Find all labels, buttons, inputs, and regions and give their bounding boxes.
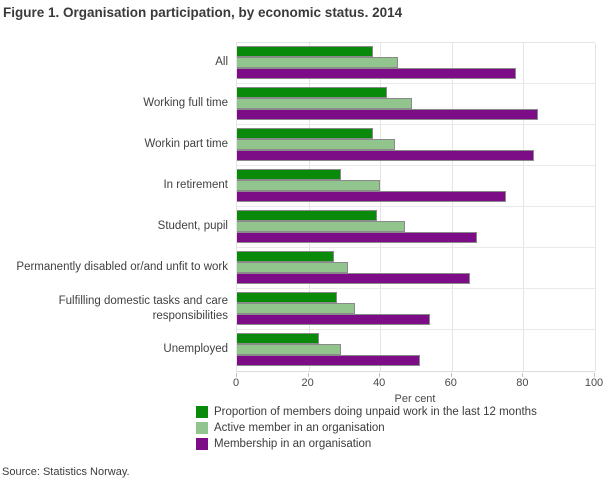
legend-swatch-icon bbox=[196, 406, 208, 418]
bar bbox=[237, 87, 388, 98]
axis-tick-label: 80 bbox=[516, 377, 529, 389]
gridline bbox=[308, 43, 310, 371]
category-label: Working full time bbox=[143, 97, 228, 110]
axis-tick bbox=[307, 373, 309, 377]
bar-group bbox=[237, 248, 595, 289]
axis-tick-label: 40 bbox=[373, 377, 386, 389]
category-label: All bbox=[215, 56, 228, 69]
bar-group bbox=[237, 166, 595, 207]
legend-item: Active member in an organisation bbox=[196, 422, 537, 434]
category-label: In retirement bbox=[163, 179, 228, 192]
bar bbox=[237, 98, 413, 109]
bar bbox=[237, 128, 374, 139]
category-label: Fulfilling domestic tasks and care respo… bbox=[58, 295, 228, 322]
legend-item: Membership in an organisation bbox=[196, 438, 537, 450]
category-label: Permanently disabled or/and unfit to wor… bbox=[16, 261, 228, 274]
legend: Proportion of members doing unpaid work … bbox=[196, 406, 537, 450]
bar bbox=[237, 251, 334, 262]
axis-tick-label: 20 bbox=[301, 377, 314, 389]
chart-title: Figure 1. Organisation participation, by… bbox=[3, 5, 403, 20]
axis-tick bbox=[379, 373, 381, 377]
bar-group bbox=[237, 43, 595, 84]
legend-swatch-icon bbox=[196, 438, 208, 450]
axis-tick bbox=[594, 373, 595, 377]
source-note: Source: Statistics Norway. bbox=[2, 466, 130, 478]
bar bbox=[237, 262, 348, 273]
bar bbox=[237, 180, 381, 191]
bar bbox=[237, 303, 356, 314]
bar bbox=[237, 355, 420, 366]
bar-chart: All Working full time Workin part time In r… bbox=[0, 42, 603, 405]
plot-wrap: 0 20 40 60 80 100 Per cent bbox=[232, 42, 603, 405]
bar bbox=[237, 57, 399, 68]
x-axis-title: Per cent bbox=[394, 393, 436, 405]
gridline bbox=[451, 43, 453, 371]
category-label: Unemployed bbox=[163, 343, 228, 356]
legend-item: Proportion of members doing unpaid work … bbox=[196, 406, 537, 418]
gridline bbox=[380, 43, 382, 371]
legend-swatch-icon bbox=[196, 422, 208, 434]
bar-group bbox=[237, 207, 595, 248]
category-labels: All Working full time Workin part time In r… bbox=[0, 42, 230, 405]
bar bbox=[237, 139, 395, 150]
axis-tick-label: 60 bbox=[444, 377, 457, 389]
bar bbox=[237, 169, 341, 180]
axis-tick-label: 100 bbox=[584, 377, 604, 389]
bar bbox=[237, 333, 320, 344]
bar-group bbox=[237, 125, 595, 166]
bar bbox=[237, 232, 477, 243]
bar bbox=[237, 109, 538, 120]
gridline bbox=[523, 43, 525, 371]
bar bbox=[237, 292, 338, 303]
category-label: Student, pupil bbox=[157, 220, 228, 233]
legend-label: Active member in an organisation bbox=[214, 422, 385, 434]
axis-tick bbox=[522, 373, 524, 377]
bar bbox=[237, 150, 535, 161]
bar bbox=[237, 273, 470, 284]
bar bbox=[237, 314, 431, 325]
gridline bbox=[595, 43, 596, 371]
x-axis: 0 20 40 60 80 100 bbox=[232, 373, 603, 391]
bar bbox=[237, 68, 517, 79]
bar bbox=[237, 210, 377, 221]
bar-rows bbox=[237, 43, 595, 371]
bar bbox=[237, 46, 374, 57]
bar-group bbox=[237, 330, 595, 371]
axis-tick bbox=[236, 373, 237, 377]
category-label: Workin part time bbox=[144, 138, 228, 151]
axis-tick bbox=[450, 373, 452, 377]
bar bbox=[237, 344, 341, 355]
legend-label: Membership in an organisation bbox=[214, 438, 372, 450]
bar-group bbox=[237, 289, 595, 330]
axis-tick-label: 0 bbox=[232, 377, 240, 389]
bar bbox=[237, 191, 506, 202]
plot-area bbox=[236, 42, 596, 372]
bar bbox=[237, 221, 406, 232]
bar-group bbox=[237, 84, 595, 125]
legend-label: Proportion of members doing unpaid work … bbox=[214, 406, 537, 418]
